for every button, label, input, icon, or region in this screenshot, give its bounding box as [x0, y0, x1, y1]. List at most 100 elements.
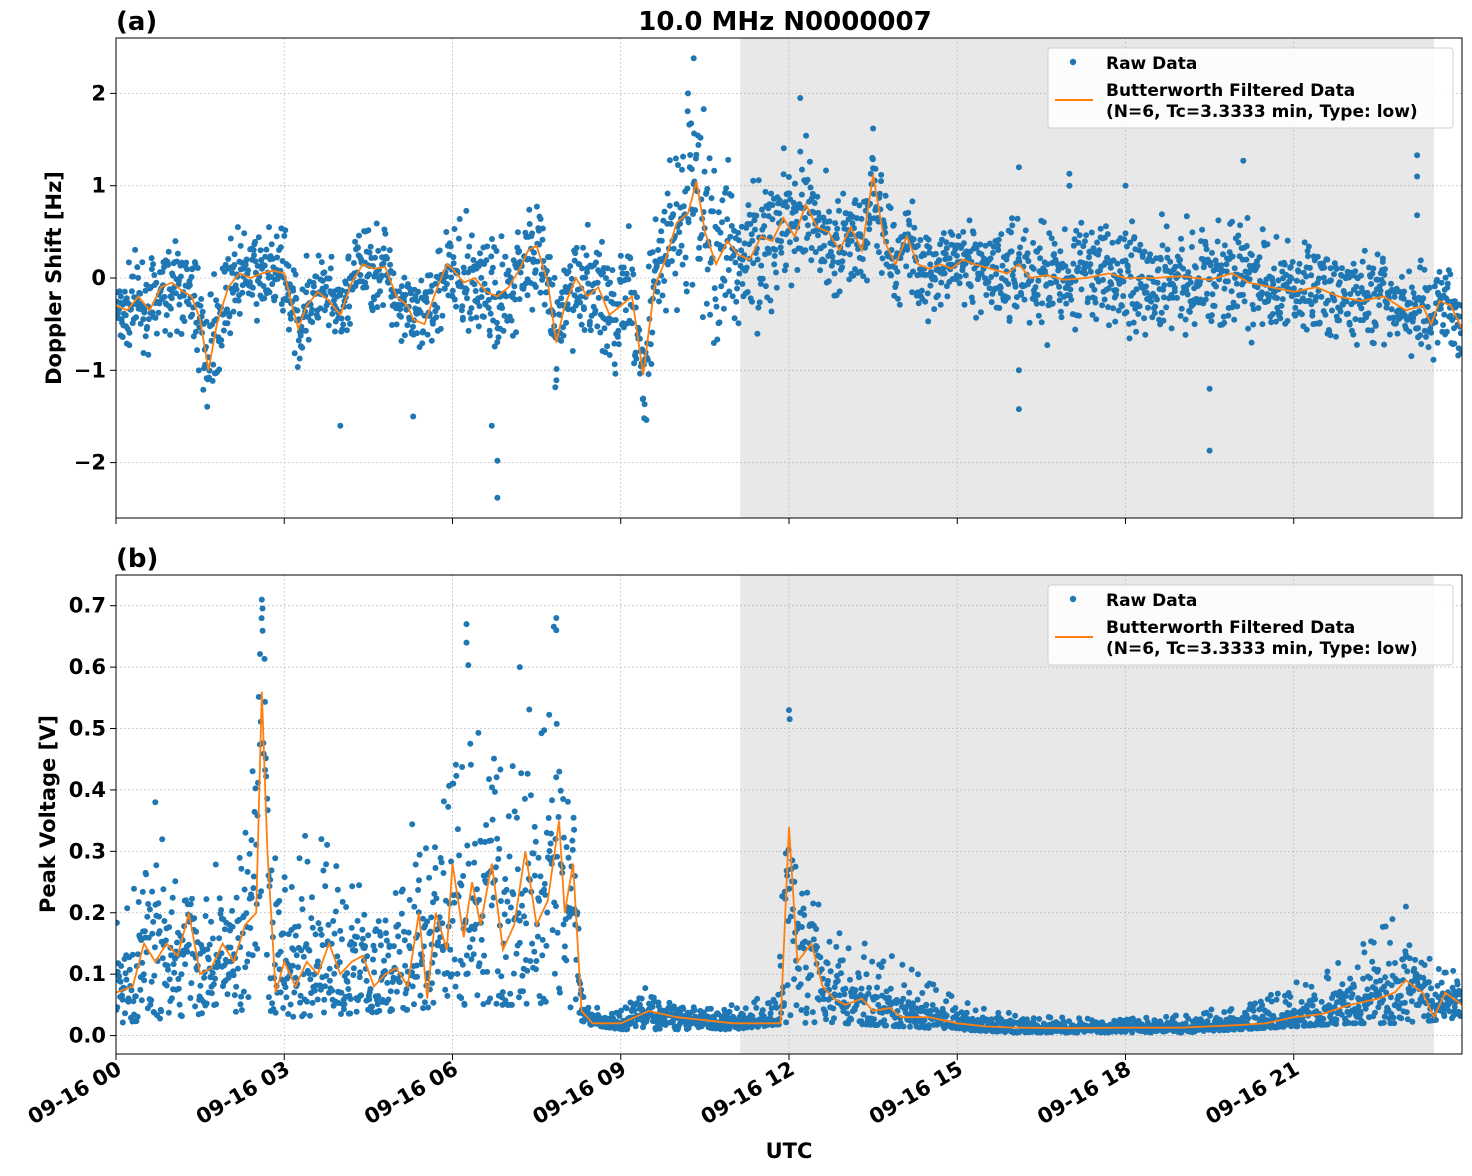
panel-b-raw-point [324, 842, 330, 848]
panel-a-raw-point [642, 401, 648, 407]
panel-a-raw-point [254, 318, 260, 324]
panel-b-raw-point [631, 1008, 637, 1014]
panel-a-raw-point [1358, 273, 1364, 279]
panel-a-raw-point [730, 293, 736, 299]
panel-a-raw-point [727, 234, 733, 240]
panel-a-raw-point [1380, 256, 1386, 262]
panel-b-raw-point [383, 918, 389, 924]
panel-b-raw-point [510, 763, 516, 769]
panel-a-raw-point [542, 302, 548, 308]
panel-b-raw-point [566, 855, 572, 861]
panel-b-raw-point [206, 956, 212, 962]
panel-a-raw-point [679, 243, 685, 249]
panel-b-raw-point [282, 887, 288, 893]
panel-b-raw-point [453, 762, 459, 768]
panel-b-raw-point [413, 862, 419, 868]
panel-a-raw-point [926, 237, 932, 243]
panel-a-raw-point [155, 310, 161, 316]
panel-b-raw-point [395, 933, 401, 939]
panel-a-raw-point [1382, 266, 1388, 272]
panel-b-raw-point [291, 990, 297, 996]
panel-a-raw-point [625, 276, 631, 282]
panel-a-raw-point [629, 320, 635, 326]
panel-b-raw-point [174, 940, 180, 946]
panel-b-raw-point [234, 895, 240, 901]
panel-a-raw-point [702, 169, 708, 175]
panel-a-raw-point [221, 328, 227, 334]
panel-a-raw-point [933, 251, 939, 257]
panel-b-raw-point [467, 944, 473, 950]
panel-a-raw-point [487, 333, 493, 339]
panel-b-raw-point [556, 814, 562, 820]
panel-a-raw-point [749, 238, 755, 244]
panel-a-raw-point [1035, 278, 1041, 284]
panel-a-raw-point [1161, 282, 1167, 288]
panel-b-raw-point [541, 727, 547, 733]
panel-a-raw-point [1322, 312, 1328, 318]
panel-b-raw-point [305, 859, 311, 865]
panel-a-raw-point [734, 279, 740, 285]
panel-a-raw-point [998, 285, 1004, 291]
panel-a-raw-point [1387, 332, 1393, 338]
panel-a-raw-point [1215, 217, 1221, 223]
panel-a-raw-point [329, 311, 335, 317]
panel-a-raw-point [1427, 285, 1433, 291]
panel-a-raw-point [683, 281, 689, 287]
panel-b-raw-point [787, 716, 793, 722]
panel-b-raw-point [447, 947, 453, 953]
panel-b-raw-point [561, 921, 567, 927]
panel-a-raw-point [1331, 297, 1337, 303]
panel-a-raw-point [1068, 297, 1074, 303]
panel-b-raw-point [585, 1005, 591, 1011]
panel-a-raw-point [630, 271, 636, 277]
panel-b-raw-point [308, 915, 314, 921]
panel-a-raw-point [1014, 304, 1020, 310]
panel-a-raw-point [904, 247, 910, 253]
panel-a-raw-point [1381, 342, 1387, 348]
panel-b-raw-point [201, 975, 207, 981]
panel-b-raw-point [294, 952, 300, 958]
panel-a-raw-point [1127, 335, 1133, 341]
panel-a-raw-point [175, 251, 181, 257]
panel-a-raw-point [607, 280, 613, 286]
panel-a-raw-point [935, 292, 941, 298]
panel-a-y-tick-label: −2 [74, 451, 106, 475]
panel-b-raw-point [524, 968, 530, 974]
panel-b-raw-point [435, 969, 441, 975]
panel-a-raw-point [905, 210, 911, 216]
panel-a-raw-point [120, 334, 126, 340]
panel-b-raw-point [466, 861, 472, 867]
panel-b-raw-point [799, 924, 805, 930]
panel-b-raw-point [376, 1008, 382, 1014]
panel-a-raw-point [1209, 312, 1215, 318]
panel-b-raw-point [523, 920, 529, 926]
panel-a-raw-point [309, 319, 315, 325]
panel-a-raw-point [1022, 297, 1028, 303]
panel-b-raw-point [785, 982, 791, 988]
panel-a-raw-point [722, 278, 728, 284]
panel-a-raw-point [1369, 327, 1375, 333]
panel-b-raw-point [452, 957, 458, 963]
panel-a-raw-point [903, 263, 909, 269]
panel-a-raw-point [673, 156, 679, 162]
panel-a-raw-point [502, 254, 508, 260]
panel-b-raw-point [238, 1001, 244, 1007]
panel-a-raw-point [618, 253, 624, 259]
panel-a-raw-point [552, 384, 558, 390]
panel-a-raw-point [444, 281, 450, 287]
panel-b-raw-point [306, 971, 312, 977]
panel-a-raw-point [893, 281, 899, 287]
panel-b-raw-point [120, 1020, 126, 1026]
panel-b-raw-point [520, 988, 526, 994]
panel-b-raw-point [472, 841, 478, 847]
panel-b-raw-point [907, 1024, 913, 1030]
panel-a-raw-point [1299, 311, 1305, 317]
panel-a-raw-point [906, 222, 912, 228]
panel-a-raw-point [941, 230, 947, 236]
panel-b-raw-point [465, 662, 471, 668]
panel-b-raw-point [973, 1007, 979, 1013]
panel-b-raw-point [479, 937, 485, 943]
panel-a-raw-point [615, 334, 621, 340]
panel-a-raw-point [891, 222, 897, 228]
panel-b-raw-point [172, 878, 178, 884]
